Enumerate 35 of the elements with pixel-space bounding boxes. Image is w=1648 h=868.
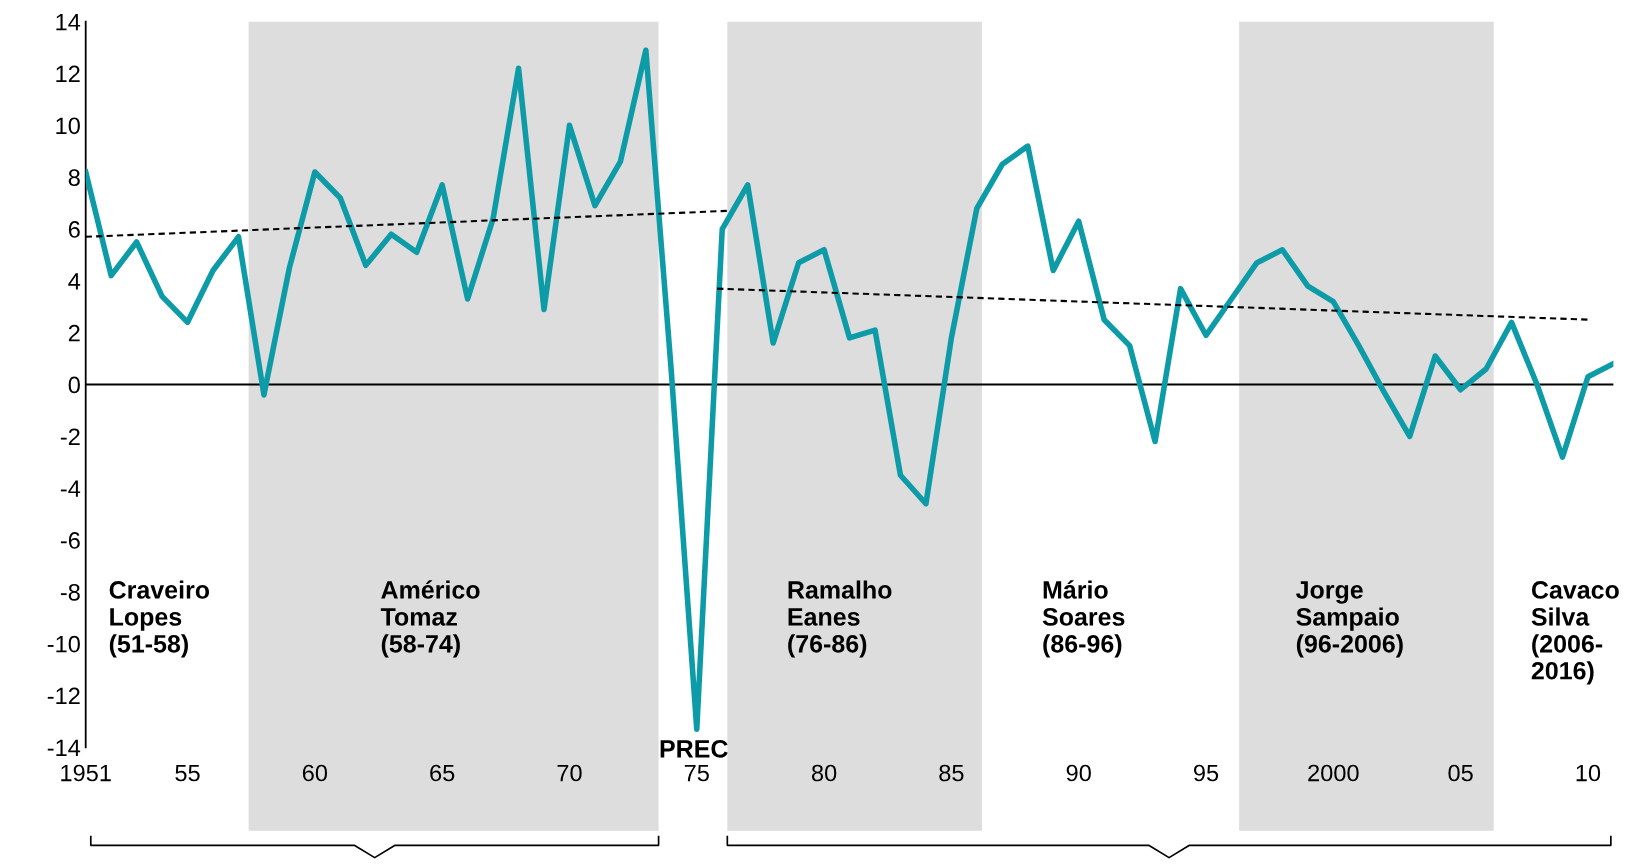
x-tick-label: 10 <box>1576 764 1601 782</box>
x-tick-label: 90 <box>1066 764 1091 782</box>
x-tick-label: 75 <box>684 764 709 782</box>
y-tick-label: 12 <box>56 65 80 83</box>
annotation: Mário Soares (86-96) <box>1042 580 1125 658</box>
annotation: Ramalho Eanes (76-86) <box>788 580 892 658</box>
y-tick-label: -10 <box>47 635 80 653</box>
y-tick-label: -6 <box>60 532 80 549</box>
y-tick-label: -4 <box>60 480 81 497</box>
x-tick-label: 80 <box>811 764 837 782</box>
x-tick-label: 2000 <box>1308 764 1359 782</box>
y-tick-label: 8 <box>68 169 80 186</box>
y-tick-label: 4 <box>68 273 81 290</box>
x-tick-label: 95 <box>1193 764 1219 782</box>
annotation: Cavaco Silva (2006- 2016) <box>1531 581 1619 685</box>
y-tick-label: -14 <box>47 739 81 756</box>
y-tick-label: 14 <box>56 14 81 31</box>
y-tick-label: 0 <box>68 376 80 394</box>
x-tick-label: 05 <box>1448 764 1473 782</box>
annotation: Américo Tomaz (58-74) <box>380 580 480 658</box>
x-tick-label: 65 <box>430 764 455 782</box>
x-tick-label: 55 <box>175 764 200 782</box>
y-tick-label: 2 <box>68 324 80 342</box>
y-tick-label: -2 <box>60 428 80 445</box>
annotation: Jorge Sampaio (96-2006) <box>1296 581 1403 658</box>
x-tick-label: 1951 <box>61 764 111 782</box>
y-tick-label: -12 <box>47 687 80 705</box>
y-tick-label: 10 <box>56 117 80 135</box>
x-tick-label: 60 <box>302 764 328 782</box>
annotation: Craveiro Lopes (51-58) <box>109 580 210 658</box>
y-tick-label: 6 <box>68 221 80 238</box>
annotation: PREC <box>660 739 728 758</box>
x-tick-label: 70 <box>557 764 582 782</box>
y-tick-label: -8 <box>60 583 80 601</box>
x-tick-label: 85 <box>939 764 964 782</box>
